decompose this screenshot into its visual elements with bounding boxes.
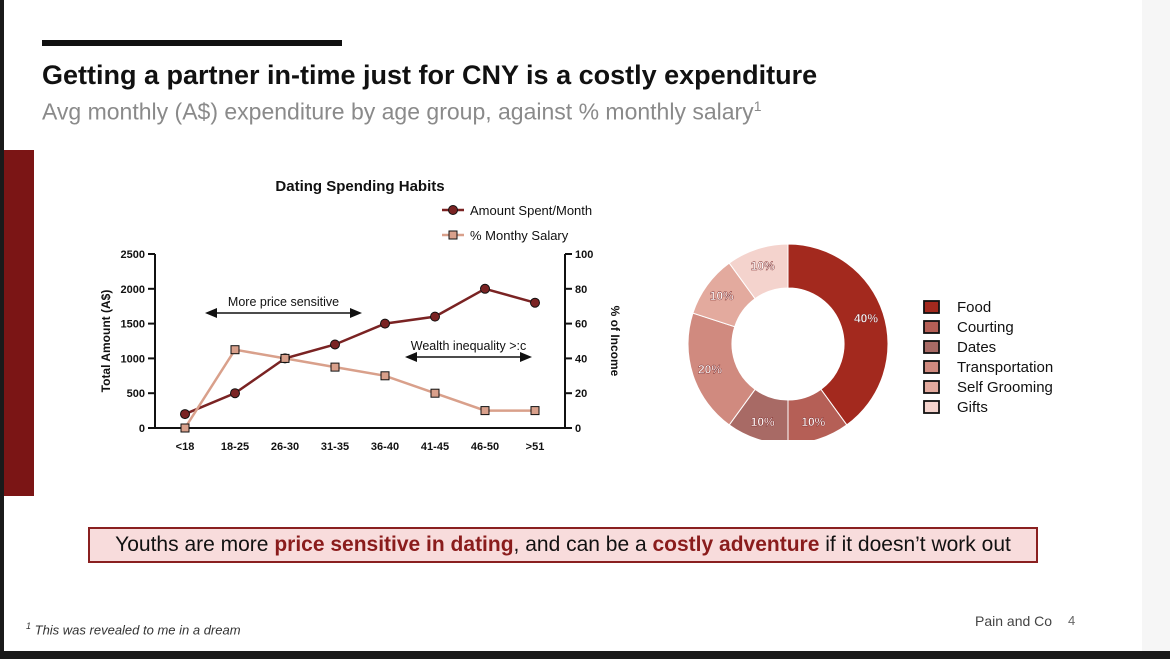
window-frame-right [1142,0,1170,659]
window-frame-bottom [0,651,1170,659]
y-tick-label-right: 60 [575,319,587,331]
subtitle-text: Avg monthly (A$) expenditure by age grou… [42,98,754,125]
x-tick-label: 18-25 [221,441,249,453]
y-tick-label-right: 20 [575,388,587,400]
legend-swatch [923,340,940,354]
legend-label: Gifts [957,399,988,416]
annotation-arrowhead-left [205,308,217,318]
legend-label: Food [957,299,991,316]
legend-swatch [923,360,940,374]
y-tick-label-left: 1000 [121,353,145,365]
footnote-text: This was revealed to me in a dream [31,622,241,638]
x-tick-label: 26-30 [271,441,299,453]
legend-swatch [923,300,940,314]
annotation-arrow [205,308,362,318]
data-point-monthly-salary [280,353,290,363]
donut-slice-label: 40% [854,312,878,326]
data-point-monthly-salary [180,423,190,433]
legend-swatch [923,380,940,394]
slide: Getting a partner in-time just for CNY i… [4,0,1142,651]
series-line-amount-spent [184,287,536,416]
window-frame-left [0,0,4,659]
legend-label: Courting [957,319,1014,336]
annotation-arrow [405,352,532,362]
annotation-arrowhead-left [405,352,417,362]
legend-label: Transportation [957,359,1053,376]
x-tick-label: <18 [176,441,195,453]
data-point-amount-spent [230,388,240,399]
donut-slice-label: 10% [751,415,775,429]
callout-highlight-1: price sensitive in dating [274,533,514,556]
accent-bar [4,150,34,496]
subtitle-footnote-marker: 1 [753,98,762,114]
data-point-monthly-salary [230,345,240,355]
data-point-monthly-salary [330,362,340,372]
x-tick-label: 36-40 [371,441,399,453]
data-point-monthly-salary [430,388,440,398]
data-point-amount-spent [430,311,440,322]
x-tick-label: 41-45 [421,441,449,453]
donut-slice-label: 10% [751,259,775,273]
annotation-arrowhead-right [520,352,532,362]
annotation-label: Wealth inequality >:c [411,339,526,353]
callout-text-1: Youths are more [115,533,275,556]
annotation-label: More price sensitive [228,295,339,309]
footnote-marker: 1 [26,621,32,631]
x-tick-label: 46-50 [471,441,499,453]
series-line-monthly-salary [183,348,535,429]
title-rule [42,40,342,46]
y-tick-label-right: 80 [575,284,587,296]
y-tick-label-left: 2500 [121,249,145,261]
legend-marker-circle [448,205,458,215]
callout-text-3: if it doesn’t work out [819,533,1011,556]
donut-slice-gifts [728,243,789,300]
data-point-monthly-salary [480,406,490,416]
data-point-amount-spent [330,339,340,350]
donut-chart: 40% 10% 10% 20% 10% 10% Food Courting Dates Trans… [687,243,1053,440]
data-point-monthly-salary [530,406,540,416]
donut-slice-label: 10% [710,289,734,303]
slide-title: Getting a partner in-time just for CNY i… [42,60,818,90]
donut-slice-courting [787,388,848,440]
brand-name: Pain and Co [975,613,1053,629]
x-tick-label: 31-35 [321,441,349,453]
y-tick-label-left: 500 [127,388,145,400]
data-point-amount-spent [380,318,390,329]
legend-label: Dates [957,339,996,356]
y-tick-label-left: 2000 [121,284,145,296]
data-point-amount-spent [180,409,190,420]
y-axis-label-left: Total Amount (A$) [99,290,113,393]
legend-swatch [923,400,940,414]
callout-highlight-2: costly adventure [652,533,820,556]
slide-subtitle: Avg monthly (A$) expenditure by age grou… [42,98,761,126]
page-number: 4 [1068,613,1076,628]
data-point-monthly-salary [380,371,390,381]
y-tick-label-right: 0 [575,423,581,435]
donut-slice-food [787,243,889,426]
x-tick-label: >51 [526,441,545,453]
callout-text-2: , and can be a [513,533,653,556]
legend-label: % Monthy Salary [470,228,569,243]
chart-title: Dating Spending Habits [275,178,444,195]
key-takeaway-callout: Youths are more price sensitive in datin… [88,527,1038,563]
legend-label: Amount Spent/Month [470,203,592,218]
donut-slice-label: 10% [801,415,825,429]
y-tick-label-left: 1500 [121,319,145,331]
annotation-arrowhead-right [350,308,362,318]
line-chart: Dating Spending Habits050010001500200025… [99,178,622,453]
footnote: 1 This was revealed to me in a dream [26,621,241,637]
y-tick-label-right: 100 [575,249,593,261]
data-point-amount-spent [530,297,540,308]
legend-marker-square [448,230,458,240]
donut-slice-label: 20% [698,362,722,376]
y-tick-label-right: 40 [575,353,587,365]
y-axis-label-right: % of Income [608,306,622,377]
legend-label: Self Grooming [957,379,1053,396]
y-tick-label-left: 0 [139,423,145,435]
data-point-amount-spent [480,283,490,294]
legend-swatch [923,320,940,334]
